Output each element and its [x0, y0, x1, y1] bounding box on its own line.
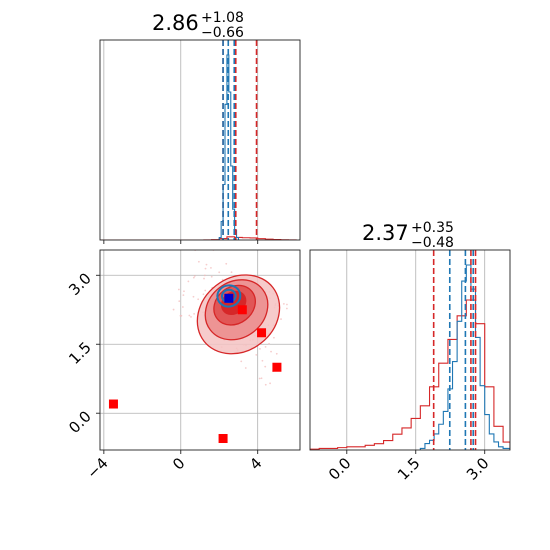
density-point: [259, 347, 261, 350]
density-point: [178, 300, 181, 303]
density-point: [190, 231, 192, 233]
density-point: [183, 290, 185, 293]
density-point: [268, 342, 270, 345]
density-point: [192, 248, 194, 250]
density-point: [181, 306, 184, 308]
density-point: [193, 312, 196, 315]
density-point: [197, 298, 200, 301]
density-point: [180, 314, 183, 317]
right-x-tick-label: 1.5: [394, 454, 424, 484]
right-x-tick-label: 3.0: [463, 454, 493, 484]
density-point: [285, 307, 288, 310]
right-blue-hist: [419, 264, 510, 450]
right-frame: [309, 249, 511, 451]
density-point: [210, 275, 213, 278]
top-hist-title: 2.86 +1.08 −0.66: [152, 10, 244, 41]
density-point: [203, 277, 205, 280]
scatter-y-tick-label: 0.0: [65, 407, 95, 437]
blue-contour-outer: [216, 284, 242, 308]
title-minus: −0.48: [411, 235, 454, 251]
red-marker: [272, 362, 282, 372]
title-value: 2.37: [362, 221, 409, 245]
density-point: [244, 367, 247, 369]
density-point: [218, 271, 221, 274]
right-x-tick-label: 0.0: [325, 454, 355, 484]
density-point: [273, 336, 275, 339]
density-point: [172, 308, 175, 311]
density-point: [230, 271, 233, 274]
density-point: [182, 294, 185, 297]
density-point: [210, 266, 212, 269]
density-point: [258, 377, 261, 380]
density-point: [190, 231, 192, 233]
red-marker: [218, 434, 228, 444]
density-point: [264, 383, 267, 386]
scatter-x-tick-label: −4: [83, 454, 111, 482]
red-marker: [237, 305, 247, 315]
density-point: [270, 350, 272, 353]
right-hist-title: 2.37 +0.35 −0.48: [362, 220, 454, 251]
density-point: [202, 293, 205, 296]
density-point: [197, 260, 200, 263]
scatter-x-tick-label: 0: [169, 454, 188, 473]
density-point: [188, 314, 191, 317]
density-point: [190, 315, 192, 318]
top-red-hist: [100, 236, 297, 240]
density-point: [209, 242, 211, 244]
density-point: [192, 276, 195, 279]
density-point: [275, 352, 278, 355]
density-point: [193, 275, 196, 277]
density-point: [264, 345, 267, 348]
density-point: [203, 274, 206, 277]
density-point: [280, 318, 282, 320]
density-point: [255, 354, 258, 356]
density-point: [203, 242, 205, 244]
density-point: [192, 234, 194, 236]
density-point: [204, 267, 207, 270]
scat-frame: [99, 249, 301, 451]
density-point: [177, 288, 180, 291]
density-point: [192, 295, 195, 298]
title-minus: −0.66: [201, 25, 244, 41]
density-point: [269, 382, 271, 385]
title-plus: +1.08: [201, 10, 244, 26]
density-point: [286, 303, 288, 306]
scatter-y-tick-label: 3.0: [65, 269, 95, 299]
density-point: [187, 280, 190, 283]
red-marker: [257, 328, 267, 338]
title-plus: +0.35: [411, 220, 454, 236]
density-point: [205, 242, 207, 244]
red-marker: [108, 399, 118, 409]
density-point: [282, 302, 285, 305]
title-value: 2.86: [152, 11, 199, 35]
density-point: [225, 262, 228, 265]
density-group: [108, 231, 288, 444]
right-red-hist: [310, 299, 510, 450]
density-point: [240, 360, 243, 363]
top-frame: [99, 39, 301, 241]
density-point: [205, 263, 208, 266]
scatter-x-tick-label: 4: [246, 454, 265, 473]
blue-marker: [224, 293, 234, 303]
density-point: [261, 359, 264, 362]
density-point: [264, 365, 267, 368]
density-point: [204, 289, 207, 292]
scatter-y-tick-label: 1.5: [65, 338, 95, 368]
density-point: [260, 377, 263, 380]
